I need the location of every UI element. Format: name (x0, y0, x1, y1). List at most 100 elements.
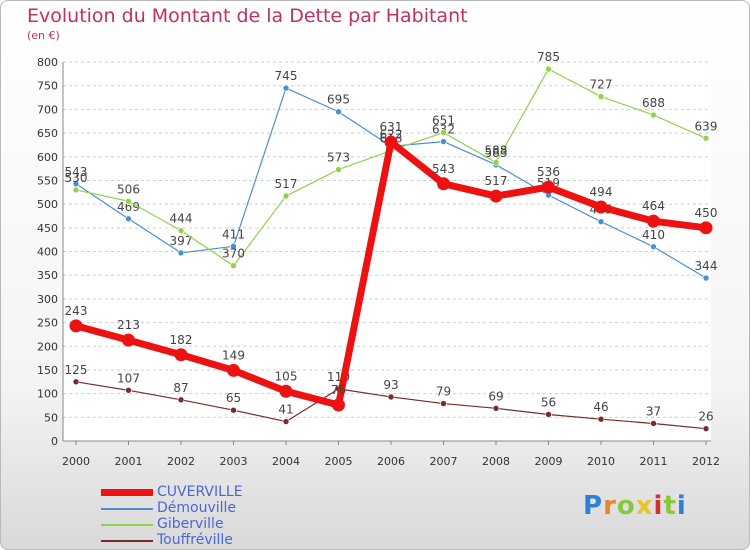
logo-letter: t (663, 491, 677, 521)
data-label-demouville: 543 (65, 165, 88, 179)
legend-swatch-demouville (101, 508, 153, 510)
data-label-demouville: 695 (327, 93, 350, 107)
data-label-cuverville: 536 (537, 165, 560, 179)
legend-label-touffreville: Touffréville (157, 532, 233, 548)
data-point-touffreville (492, 405, 500, 412)
data-label-demouville: 411 (222, 227, 245, 241)
data-label-touffreville: 107 (117, 371, 140, 385)
x-tick-label: 2003 (220, 455, 248, 468)
data-point-giberville (492, 159, 500, 166)
data-point-demouville (440, 138, 447, 145)
legend-swatch-cuverville (101, 489, 153, 496)
data-label-demouville: 622 (380, 127, 403, 141)
y-tick-label: 450 (37, 222, 58, 235)
y-tick-label: 550 (37, 174, 58, 187)
data-label-cuverville: 517 (485, 174, 508, 188)
data-label-touffreville: 56 (541, 395, 556, 409)
data-point-touffreville (125, 387, 132, 394)
y-tick-label: 400 (37, 246, 58, 259)
data-point-cuverville (437, 177, 450, 191)
logo-letter: o (616, 491, 636, 521)
logo-letter: i (653, 491, 664, 521)
data-point-giberville (597, 93, 605, 100)
y-tick-label: 50 (44, 411, 58, 424)
data-point-giberville (545, 65, 552, 73)
y-tick-label: 500 (37, 198, 58, 211)
data-point-touffreville (387, 393, 395, 401)
data-point-touffreville (702, 425, 710, 432)
data-point-cuverville (122, 333, 135, 347)
data-label-giberville: 517 (275, 177, 298, 191)
data-point-giberville (177, 227, 185, 234)
data-point-cuverville (489, 189, 503, 203)
data-point-demouville (597, 218, 605, 225)
data-label-cuverville: 213 (117, 318, 140, 332)
data-point-cuverville (647, 214, 660, 228)
data-label-giberville: 444 (170, 212, 193, 226)
legend-item-giberville: Giberville (101, 516, 361, 533)
legend-item-demouville: Démouville (101, 500, 361, 517)
y-tick-label: 200 (37, 340, 58, 353)
chart-title: Evolution du Montant de la Dette par Hab… (27, 5, 468, 27)
data-label-giberville: 785 (537, 50, 560, 64)
legend-item-cuverville: CUVERVILLE (101, 484, 361, 501)
data-point-demouville (702, 274, 710, 282)
logo-letter: i (676, 491, 687, 521)
data-label-giberville: 530 (65, 171, 88, 185)
y-tick-label: 250 (37, 317, 58, 330)
y-tick-label: 800 (37, 56, 58, 69)
data-label-demouville: 397 (170, 234, 193, 248)
data-point-demouville (125, 215, 132, 223)
x-tick-label: 2005 (325, 455, 353, 468)
data-point-touffreville (177, 396, 185, 404)
data-label-cuverville: 182 (170, 333, 193, 347)
legend-swatch-giberville (101, 524, 153, 526)
legend-label-cuverville: CUVERVILLE (157, 484, 243, 500)
data-point-touffreville (650, 420, 657, 427)
data-label-demouville: 410 (642, 228, 665, 242)
data-point-giberville (230, 262, 237, 270)
data-point-touffreville (72, 378, 80, 386)
data-label-touffreville: 65 (226, 391, 241, 405)
data-point-cuverville (542, 180, 555, 194)
logo-letter: P (583, 491, 604, 521)
data-label-giberville: 688 (642, 96, 665, 110)
data-label-touffreville: 69 (488, 389, 503, 403)
data-label-giberville: 573 (327, 151, 350, 165)
data-label-cuverville: 450 (695, 206, 718, 220)
data-point-touffreville (230, 406, 237, 414)
data-point-giberville (335, 166, 342, 173)
data-point-cuverville (332, 398, 345, 412)
data-point-cuverville (279, 384, 293, 398)
data-point-demouville (282, 84, 290, 92)
data-label-touffreville: 26 (698, 410, 713, 424)
x-tick-label: 2007 (430, 455, 458, 468)
data-point-demouville (177, 249, 185, 257)
data-label-giberville: 506 (117, 182, 140, 196)
legend-item-touffreville: Touffréville (101, 532, 361, 549)
data-point-cuverville (699, 221, 713, 235)
data-label-demouville: 745 (275, 69, 298, 83)
y-tick-label: 700 (37, 103, 58, 116)
data-point-cuverville (69, 319, 83, 333)
data-label-touffreville: 41 (278, 403, 293, 417)
data-point-touffreville (597, 415, 605, 423)
data-label-giberville: 727 (590, 78, 613, 92)
data-point-cuverville (594, 200, 608, 214)
data-point-giberville (282, 192, 290, 200)
y-tick-label: 300 (37, 293, 58, 306)
data-point-touffreville (282, 418, 290, 425)
data-label-cuverville: 494 (590, 185, 613, 199)
data-label-touffreville: 93 (383, 378, 398, 392)
x-tick-label: 2011 (640, 455, 668, 468)
proxiti-logo: Proxiti (583, 491, 687, 521)
logo-letter: r (603, 491, 617, 521)
x-tick-label: 2002 (167, 455, 195, 468)
data-label-touffreville: 125 (65, 363, 88, 377)
data-point-giberville (72, 186, 80, 194)
data-label-cuverville: 149 (222, 348, 245, 362)
data-label-cuverville: 464 (642, 199, 665, 213)
data-label-touffreville: 37 (646, 404, 661, 418)
